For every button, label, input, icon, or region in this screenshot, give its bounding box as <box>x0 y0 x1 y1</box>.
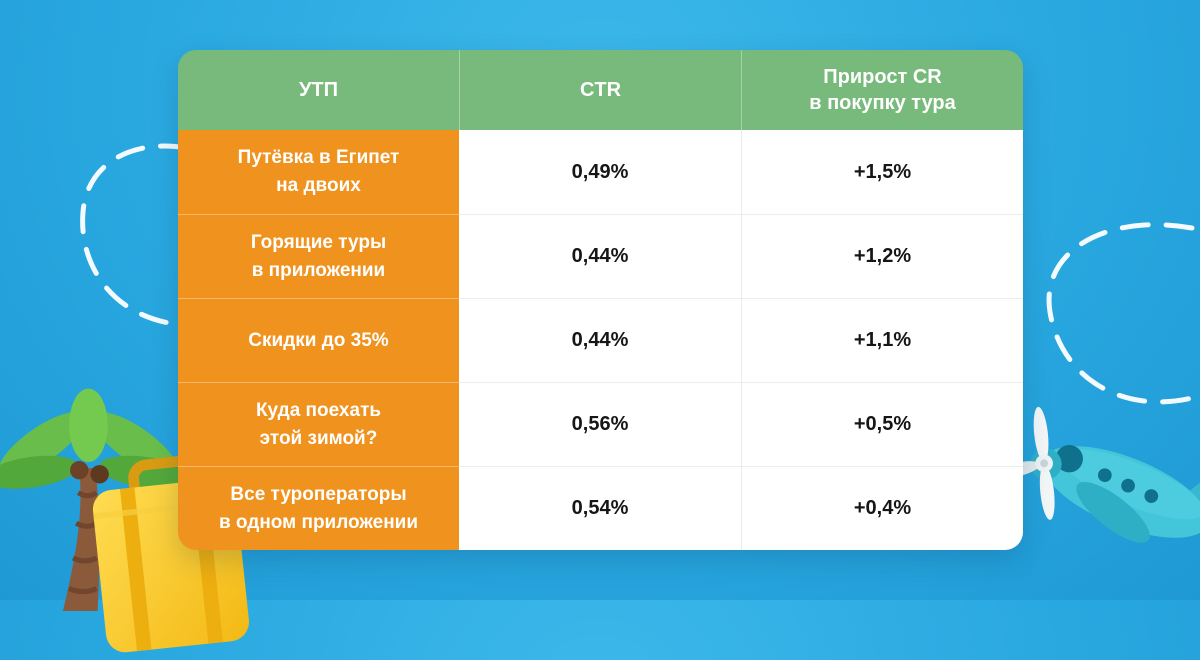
airplane-wing <box>1076 481 1150 543</box>
table-cell-ctr: 0,44% <box>459 214 741 298</box>
table-cell-cr: +1,1% <box>741 298 1023 382</box>
table-cell-cr: +0,4% <box>741 466 1023 550</box>
table-cell-cr: +0,5% <box>741 382 1023 466</box>
airplane-window <box>1144 489 1159 503</box>
airplane-window <box>1121 478 1135 493</box>
table-cell-utp: Путёвка в Египет на двоих <box>178 130 459 214</box>
table-header-ctr: CTR <box>459 50 741 130</box>
palm-leaves <box>0 388 193 489</box>
table-cell-cr: +1,2% <box>741 214 1023 298</box>
airplane-window <box>1097 468 1112 483</box>
table-cell-utp: Скидки до 35% <box>178 298 459 382</box>
airplane-body-group <box>1008 406 1200 543</box>
table-cell-ctr: 0,54% <box>459 466 741 550</box>
table-header-utp: УТП <box>178 50 459 130</box>
results-table: УТП CTR Прирост CR в покупку тура Путёвк… <box>178 50 1023 550</box>
table-cell-utp: Куда поехать этой зимой? <box>178 382 459 466</box>
infographic-canvas: УТП CTR Прирост CR в покупку тура Путёвк… <box>0 50 1200 653</box>
table-cell-ctr: 0,49% <box>459 130 741 214</box>
table-cell-utp: Горящие туры в приложении <box>178 214 459 298</box>
table-cell-ctr: 0,44% <box>459 298 741 382</box>
table-cell-cr: +1,5% <box>741 130 1023 214</box>
table-cell-utp: Все туроператоры в одном приложении <box>178 466 459 550</box>
dashed-route-right <box>1046 222 1195 405</box>
table-header-cr: Прирост CR в покупку тура <box>741 50 1023 130</box>
table-cell-ctr: 0,56% <box>459 382 741 466</box>
turquoise-airplane-illustration <box>1008 406 1200 543</box>
airplane-cockpit-window <box>1055 445 1083 473</box>
